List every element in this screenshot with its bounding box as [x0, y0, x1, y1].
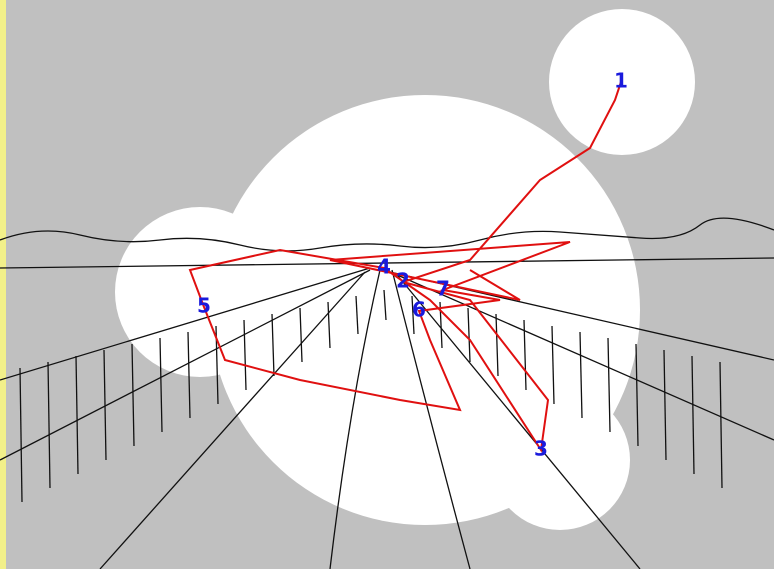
post: [103, 349, 107, 461]
post: [299, 307, 303, 363]
region: [115, 207, 285, 377]
post: [187, 331, 191, 419]
row: [99, 271, 366, 569]
post: [467, 307, 471, 363]
vine-posts: [19, 289, 723, 503]
horizon: [0, 257, 774, 269]
fixation-label: 5: [197, 294, 211, 318]
post: [607, 337, 611, 433]
post: [719, 361, 723, 489]
scanpath: [188, 81, 622, 453]
post: [131, 343, 135, 447]
treeline: [0, 217, 774, 252]
post: [19, 367, 23, 503]
line-drawing: [0, 217, 774, 569]
post: [159, 337, 163, 433]
fixation-label: 1: [614, 69, 628, 93]
post: [327, 301, 331, 349]
fixation-label: 3: [534, 437, 548, 461]
post: [383, 289, 387, 321]
fixation-label: 6: [412, 298, 426, 322]
post: [691, 355, 695, 475]
post: [663, 349, 667, 461]
fixation-label: 4: [377, 255, 391, 279]
post: [551, 325, 555, 405]
post: [271, 313, 275, 377]
post: [47, 361, 51, 489]
side-strip: [0, 0, 6, 569]
row: [0, 269, 371, 461]
post: [75, 355, 79, 475]
post: [355, 295, 359, 335]
post: [579, 331, 583, 419]
fixation-label: 7: [436, 277, 450, 301]
post: [243, 319, 247, 391]
post: [411, 295, 415, 335]
post: [523, 319, 527, 391]
path-edge: [329, 269, 381, 569]
path-edge: [391, 269, 471, 569]
row: [0, 267, 371, 381]
fixation-label: 2: [396, 269, 410, 293]
row: [397, 275, 641, 569]
post: [495, 313, 499, 377]
row: [394, 273, 774, 441]
region: [549, 9, 695, 155]
post: [635, 343, 639, 447]
